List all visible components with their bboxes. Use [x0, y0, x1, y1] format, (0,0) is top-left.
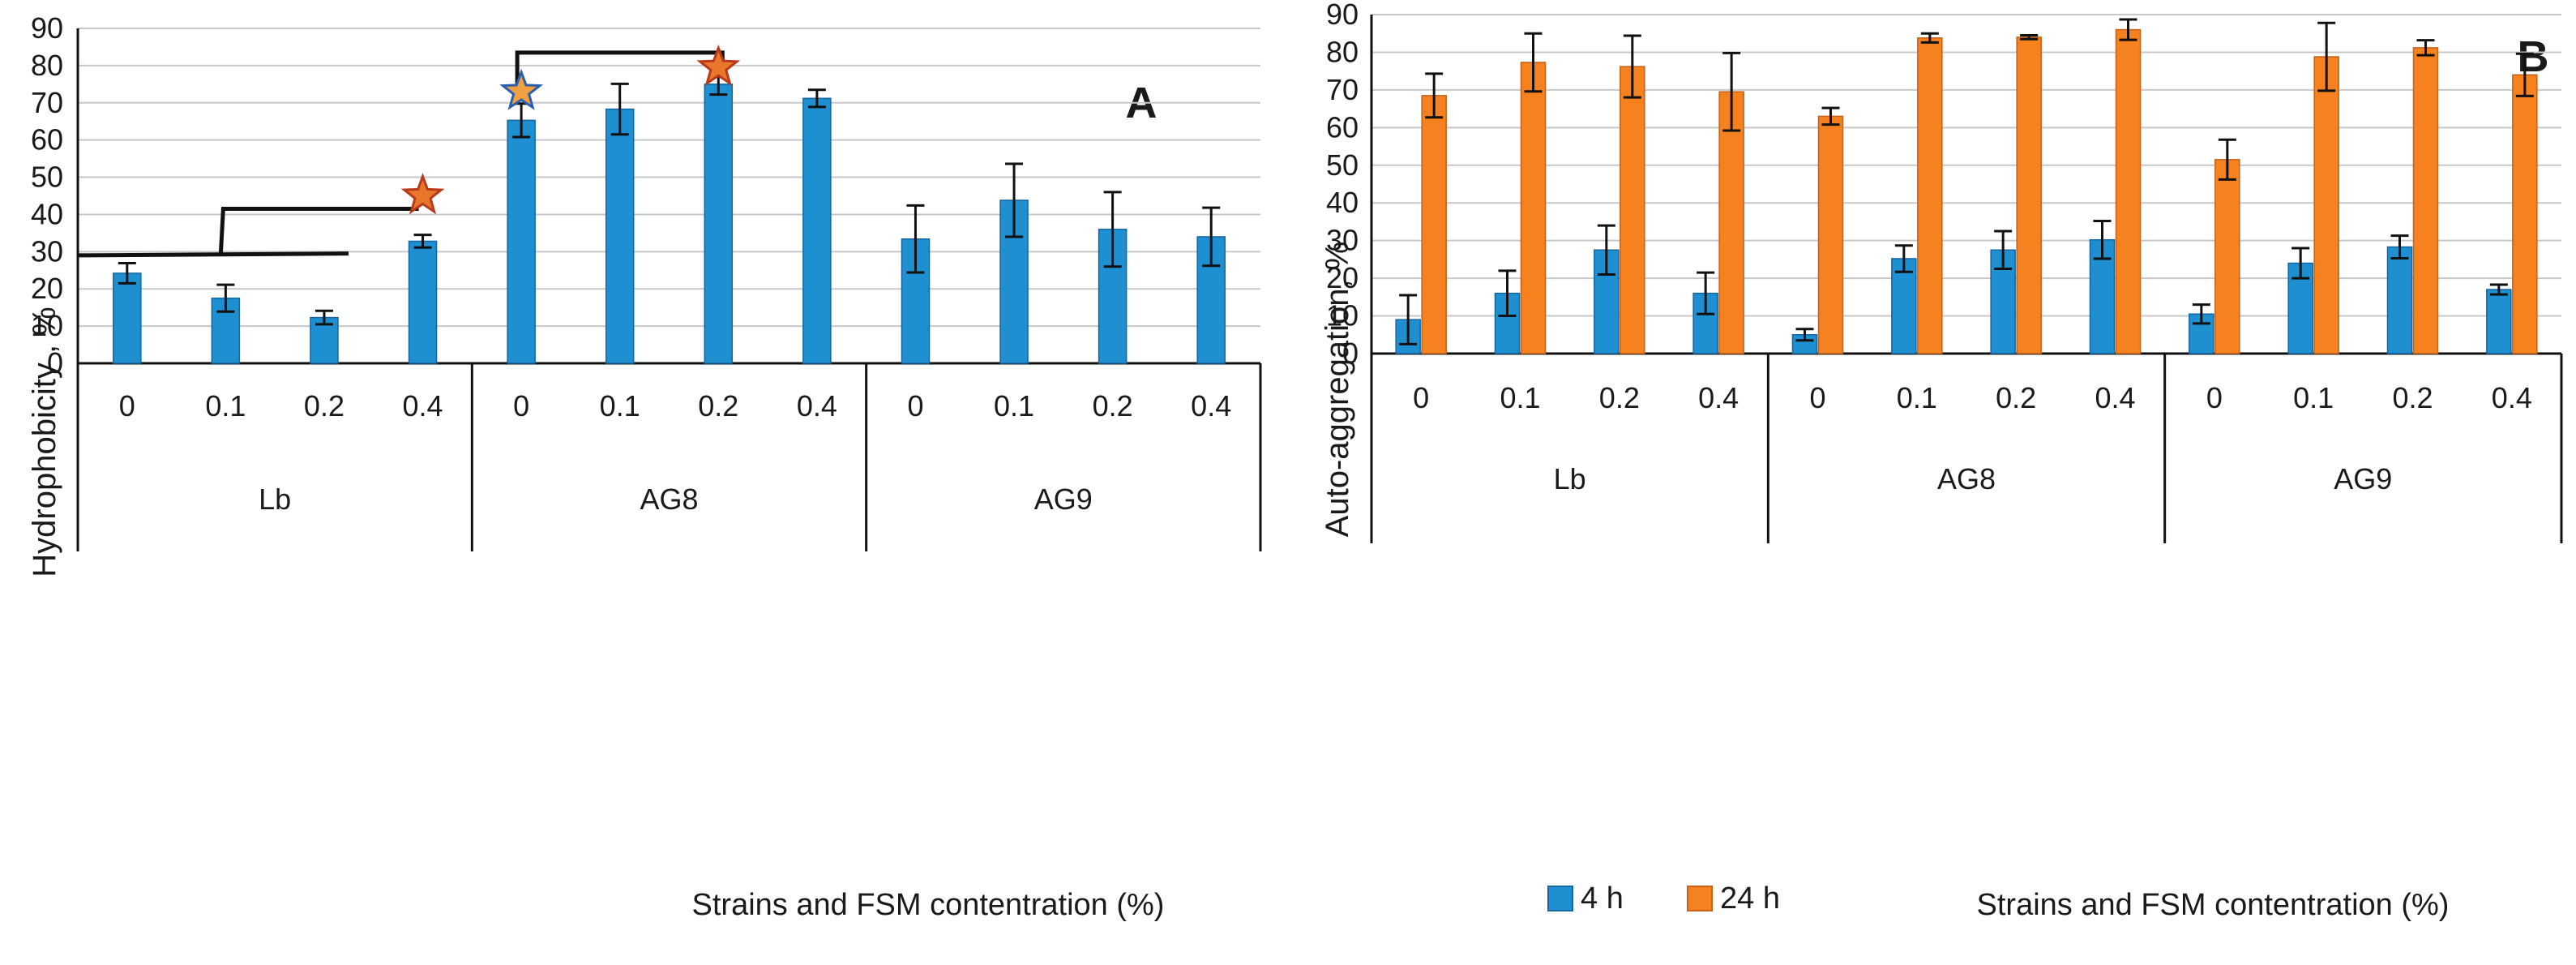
panel-b-bar: [1917, 37, 1943, 354]
panel-b-y-tick-label: 30: [1326, 224, 1359, 257]
panel-b: Auto-aggregation, % Strains and FSM cont…: [1320, 0, 2563, 922]
panel-b-bar: [1817, 115, 1844, 354]
panel-a-y-axis-title: Hydrophobicity , %: [27, 307, 62, 577]
panel-a-category-label: 0.1: [994, 389, 1034, 422]
panel-b-y-tick-label: 70: [1326, 73, 1359, 106]
panel-b-y-tick-label: 80: [1326, 35, 1359, 68]
panel-a-group-label: AG8: [640, 482, 698, 516]
panel-a-y-tick-label: 50: [31, 161, 63, 194]
panel-a-bar: [605, 108, 635, 364]
panel-b-category-label: 0.4: [1698, 381, 1739, 414]
significance-star-icon: [400, 173, 445, 215]
panel-b-category-label: 0.2: [1599, 381, 1640, 414]
panel-b-bar: [2512, 74, 2538, 354]
panel-a-significance-annotations: [78, 44, 741, 258]
panel-b-bar: [2214, 159, 2240, 354]
panel-b-y-tick-label: 20: [1326, 261, 1359, 294]
bracket-line: [78, 251, 349, 258]
panel-a-bar: [507, 119, 536, 364]
legend-swatch-24h: [1687, 886, 1713, 911]
panel-b-bar: [1718, 91, 1744, 354]
bracket-line: [218, 207, 419, 254]
panel-b-bar: [2486, 289, 2512, 354]
panel-b-bar: [1990, 249, 2016, 354]
panel-a-category-label: 0: [119, 389, 135, 422]
panel-b-category-label: 0.4: [2095, 381, 2135, 414]
panel-b-category-label: 0.1: [1897, 381, 1937, 414]
panel-a-category-label: 0: [513, 389, 529, 422]
panel-b-letter: B: [2518, 32, 2549, 81]
panel-a-y-tick-label: 90: [31, 11, 63, 45]
panel-b-y-tick-label: 10: [1326, 299, 1359, 332]
panel-b-category-label: 0: [1809, 381, 1825, 414]
panel-b-bar: [2386, 246, 2413, 354]
panel-a-category-label: 0.1: [600, 389, 640, 422]
panel-a: Hydrophobicity , % Strains and FSM conte…: [27, 11, 1262, 922]
panel-a-bar: [704, 84, 734, 364]
panel-a-category-label: 0.4: [1191, 389, 1231, 422]
panel-b-bar: [1494, 292, 1521, 354]
panel-b-bar: [1620, 66, 1645, 354]
panel-b-bar: [2016, 36, 2042, 354]
panel-b-bar: [1520, 62, 1547, 354]
panel-b-y-tick-label: 0: [1342, 337, 1359, 370]
panel-a-x-axis-title: Strains and FSM contentration (%): [692, 888, 1165, 922]
legend-label-24h: 24 h: [1720, 881, 1780, 916]
panel-a-y-tick-label: 40: [31, 197, 63, 230]
panel-b-category-label: 0.1: [1500, 381, 1540, 414]
panel-b-group-label: AG8: [1937, 462, 1996, 495]
legend-swatch-4h: [1547, 886, 1573, 911]
panel-b-series-4h: [1395, 220, 2512, 354]
panel-b-bar: [2313, 56, 2339, 354]
significance-star-icon: [696, 44, 741, 87]
panel-a-category-label: 0.4: [403, 389, 443, 422]
panel-a-series-hydrophobicity: [113, 72, 1226, 364]
panel-a-category-label: 0.4: [797, 389, 837, 422]
panel-a-bar: [113, 272, 142, 364]
panel-b-y-tick-label: 40: [1326, 186, 1359, 219]
panel-b-bar: [2115, 28, 2142, 354]
panel-a-category-label: 0.2: [1093, 389, 1133, 422]
panel-b-bar: [1421, 95, 1447, 354]
legend-label-4h: 4 h: [1581, 881, 1624, 916]
panel-a-gridlines: [78, 28, 1260, 328]
legend: 4 h 24 h: [1547, 881, 1780, 916]
panel-b-category-label: 0: [1413, 381, 1429, 414]
panel-a-group-label: AG9: [1034, 482, 1093, 516]
panel-b-category-label: 0: [2206, 381, 2223, 414]
panel-a-category-label: 0: [907, 389, 923, 422]
panel-a-bar: [408, 240, 438, 364]
panel-b-y-tick-label: 60: [1326, 110, 1359, 144]
panel-a-y-tick-label: 10: [31, 309, 63, 342]
panel-b-category-label: 0.2: [2392, 381, 2433, 414]
panel-a-y-tick-label: 80: [31, 49, 63, 82]
panel-b-bar: [2189, 313, 2214, 354]
panel-a-group-label: Lb: [259, 482, 291, 516]
panel-b-category-label: 0.1: [2293, 381, 2334, 414]
panel-b-series-24h: [1421, 18, 2538, 354]
panel-b-group-label: Lb: [1554, 462, 1586, 495]
panel-a-category-label: 0.2: [698, 389, 738, 422]
panel-b-bar: [2412, 47, 2439, 354]
panel-b-group-label: AG9: [2334, 462, 2392, 495]
panel-b-y-tick-label: 50: [1326, 148, 1359, 182]
panel-b-category-label: 0.4: [2492, 381, 2532, 414]
panel-a-y-tick-label: 20: [31, 272, 63, 305]
panel-a-category-label: 0.1: [205, 389, 246, 422]
panel-a-bar: [802, 97, 832, 364]
panel-b-x-axis-title: Strains and FSM contentration (%): [1977, 888, 2450, 922]
panel-a-y-tick-label: 30: [31, 234, 63, 268]
panel-a-category-label: 0.2: [304, 389, 344, 422]
panel-a-y-tick-label: 0: [47, 346, 63, 380]
panel-a-y-tick-label: 70: [31, 86, 63, 119]
panel-b-y-axis-title: Auto-aggregation, %: [1320, 242, 1355, 538]
panel-a-bar: [1196, 236, 1226, 364]
panel-b-y-tick-label: 90: [1326, 0, 1359, 31]
significance-star-icon: [499, 68, 544, 110]
panel-b-gridlines: [1371, 14, 2561, 317]
panel-a-y-tick-label: 60: [31, 123, 63, 157]
panel-b-category-label: 0.2: [1996, 381, 2036, 414]
